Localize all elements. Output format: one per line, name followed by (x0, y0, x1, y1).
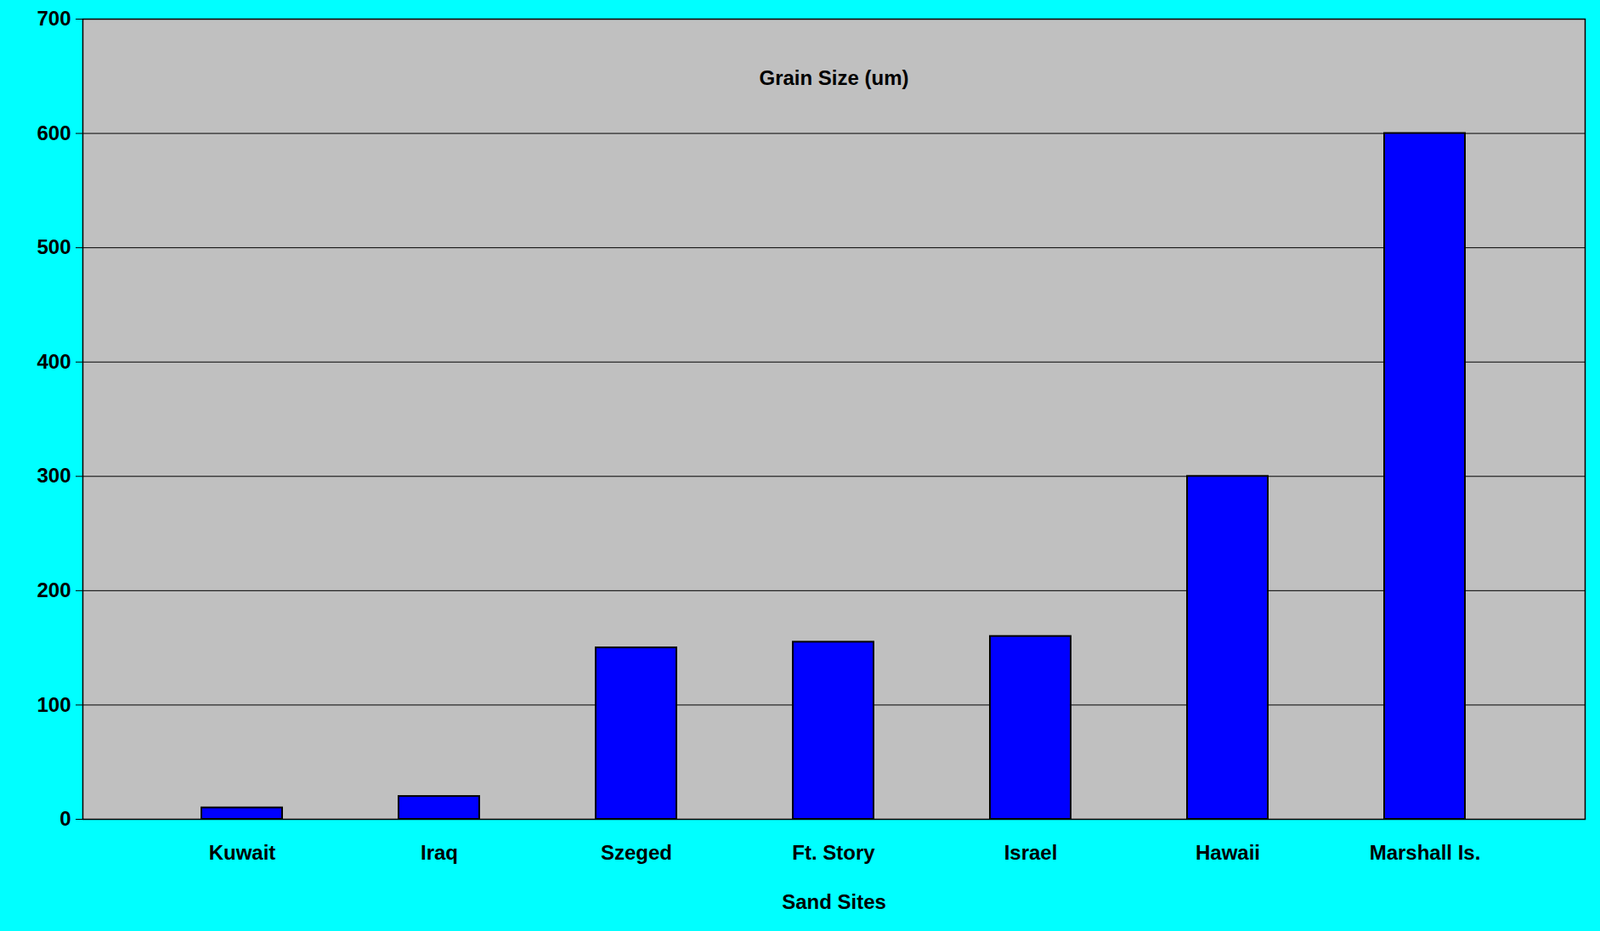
svg-text:Kuwait: Kuwait (209, 841, 277, 865)
svg-text:Marshall Is.: Marshall Is. (1369, 841, 1482, 865)
svg-text:Hawaii: Hawaii (1195, 841, 1261, 865)
svg-text:400: 400 (36, 350, 71, 374)
svg-text:Israel: Israel (1004, 841, 1058, 865)
svg-text:0: 0 (59, 807, 71, 831)
svg-text:200: 200 (36, 578, 71, 602)
svg-text:100: 100 (36, 693, 71, 717)
svg-text:Ft. Story: Ft. Story (791, 841, 876, 865)
svg-text:Iraq: Iraq (420, 841, 458, 865)
svg-text:Grain Size (um): Grain Size (um) (758, 66, 909, 90)
svg-text:600: 600 (36, 121, 71, 145)
svg-text:Szeged: Szeged (600, 841, 673, 865)
svg-text:300: 300 (36, 463, 71, 487)
svg-text:700: 700 (36, 6, 71, 30)
svg-text:Sand Sites: Sand Sites (781, 890, 887, 914)
svg-text:500: 500 (36, 235, 71, 259)
